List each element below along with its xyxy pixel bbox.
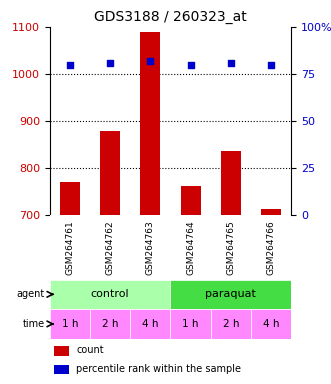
Text: GSM264765: GSM264765 xyxy=(226,220,235,275)
Text: 2 h: 2 h xyxy=(223,319,239,329)
FancyBboxPatch shape xyxy=(130,309,170,339)
FancyBboxPatch shape xyxy=(90,309,130,339)
Text: paraquat: paraquat xyxy=(206,289,256,300)
Point xyxy=(67,61,72,68)
Bar xyxy=(55,365,69,374)
Text: GSM264764: GSM264764 xyxy=(186,220,195,275)
Text: 1 h: 1 h xyxy=(62,319,78,329)
Text: count: count xyxy=(76,345,104,355)
Text: GSM264766: GSM264766 xyxy=(267,220,276,275)
Bar xyxy=(55,346,69,356)
Point xyxy=(148,58,153,64)
FancyBboxPatch shape xyxy=(211,309,251,339)
FancyBboxPatch shape xyxy=(170,309,211,339)
Text: control: control xyxy=(91,289,129,300)
Point xyxy=(188,61,193,68)
Text: GSM264761: GSM264761 xyxy=(65,220,74,275)
Point xyxy=(107,60,113,66)
Bar xyxy=(100,131,120,215)
Text: 2 h: 2 h xyxy=(102,319,118,329)
Text: GSM264762: GSM264762 xyxy=(106,220,115,275)
Text: time: time xyxy=(23,319,45,329)
Text: agent: agent xyxy=(17,289,45,300)
Bar xyxy=(221,151,241,215)
Text: GSM264763: GSM264763 xyxy=(146,220,155,275)
FancyBboxPatch shape xyxy=(170,280,291,309)
Bar xyxy=(261,209,281,215)
Text: percentile rank within the sample: percentile rank within the sample xyxy=(76,364,241,374)
Text: 1 h: 1 h xyxy=(182,319,199,329)
Bar xyxy=(180,186,201,215)
Text: 4 h: 4 h xyxy=(142,319,159,329)
FancyBboxPatch shape xyxy=(251,309,291,339)
Title: GDS3188 / 260323_at: GDS3188 / 260323_at xyxy=(94,10,247,25)
Text: 4 h: 4 h xyxy=(263,319,279,329)
Bar xyxy=(60,182,80,215)
Point xyxy=(228,60,234,66)
FancyBboxPatch shape xyxy=(50,280,170,309)
Point xyxy=(268,61,274,68)
FancyBboxPatch shape xyxy=(50,309,90,339)
Bar xyxy=(140,31,161,215)
